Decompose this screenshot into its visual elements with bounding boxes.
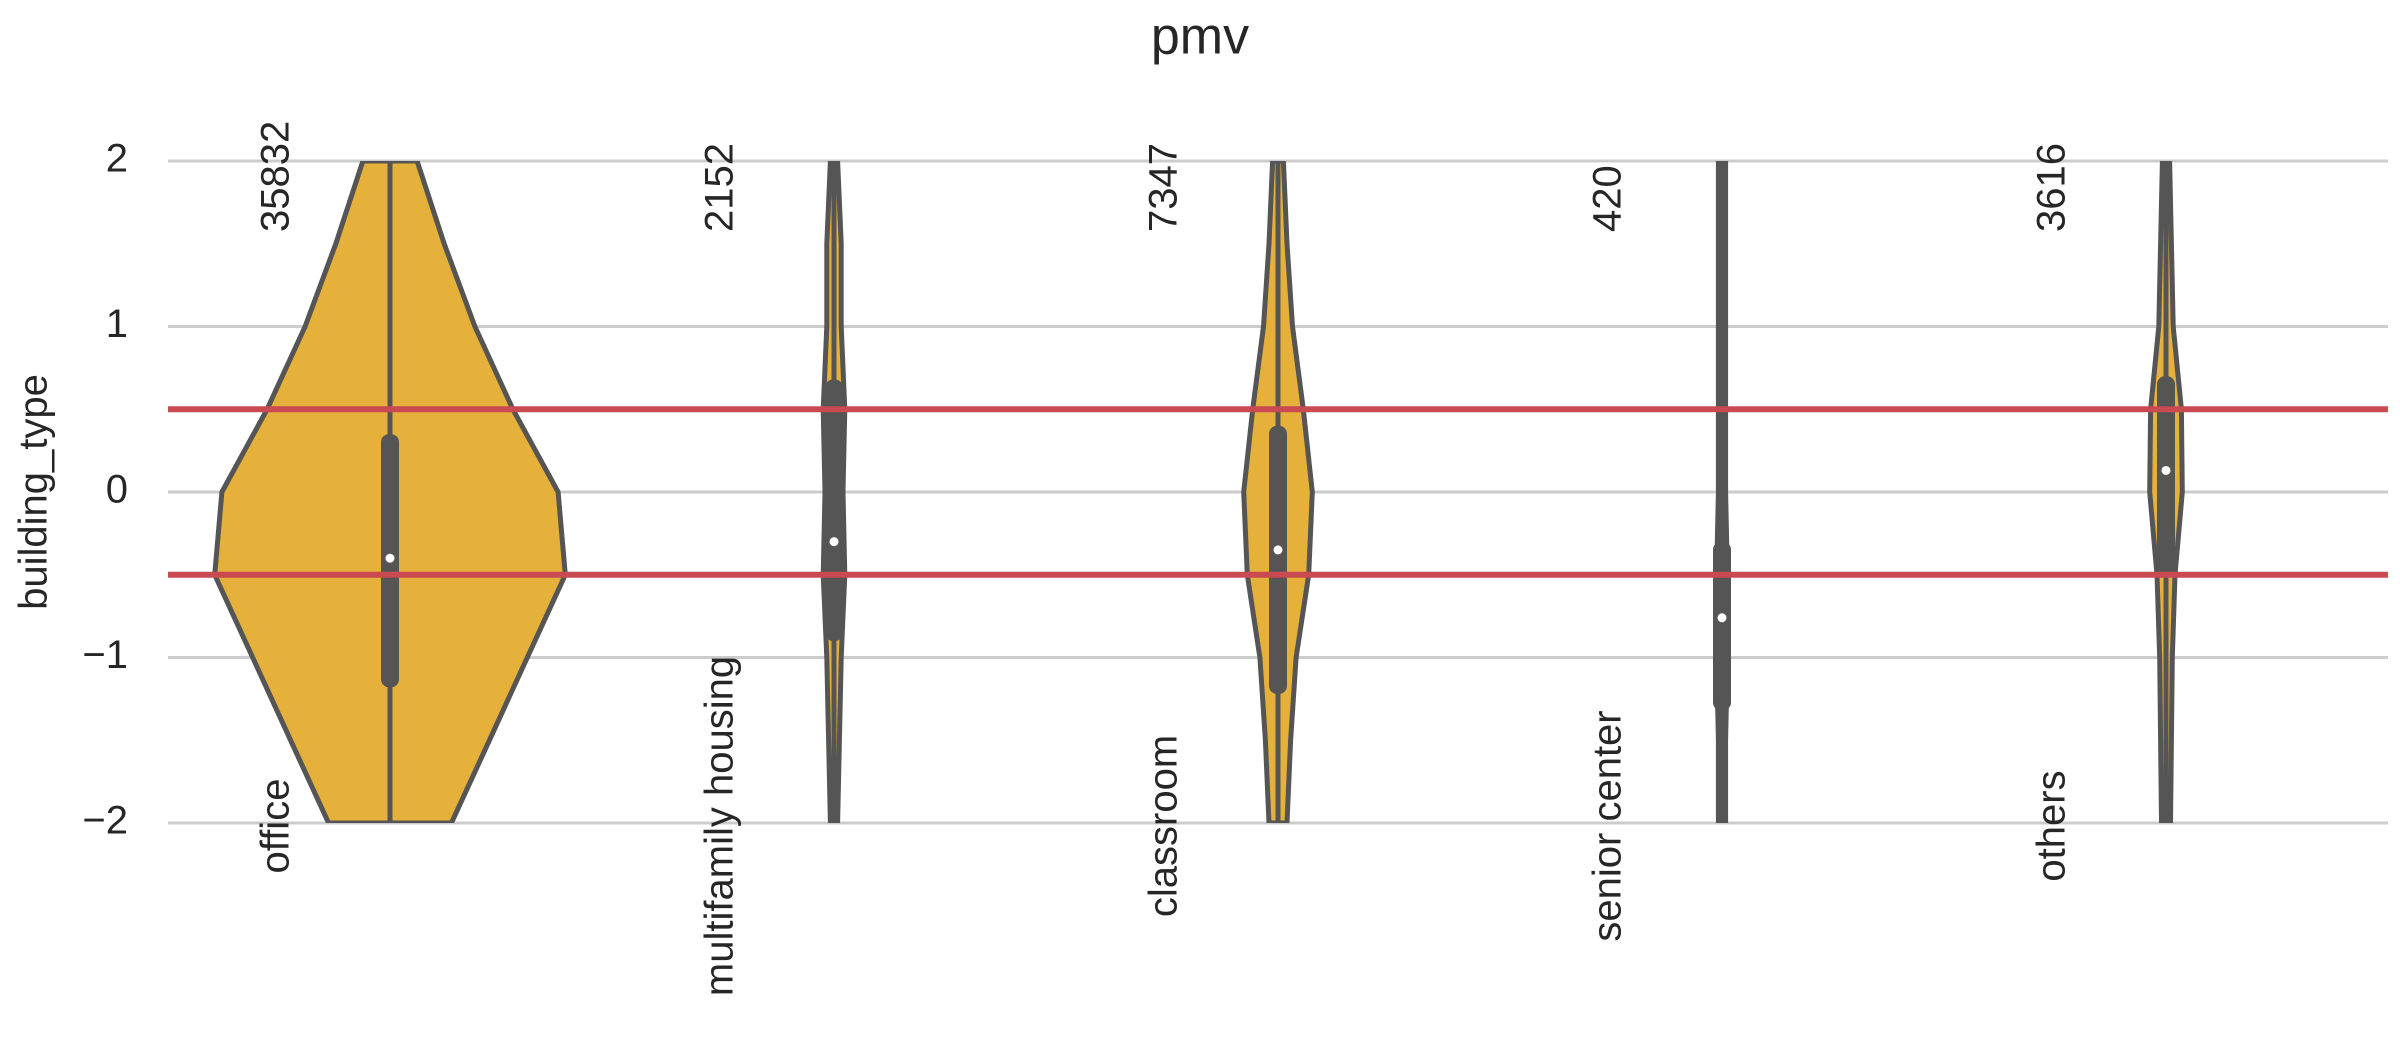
iqr-box bbox=[2157, 376, 2175, 575]
y-tick-label: −2 bbox=[82, 799, 128, 843]
median bbox=[2161, 465, 2171, 475]
y-tick-label: 1 bbox=[106, 302, 128, 346]
median bbox=[1273, 545, 1283, 555]
count-label: 3616 bbox=[2030, 143, 2074, 232]
median bbox=[385, 553, 395, 563]
iqr-box bbox=[1269, 425, 1287, 694]
x-tick-label: office bbox=[254, 779, 298, 874]
count-label: 420 bbox=[1586, 165, 1630, 232]
y-tick-label: 0 bbox=[106, 468, 128, 512]
x-tick-label: senior center bbox=[1586, 710, 1630, 941]
violins bbox=[212, 161, 2185, 823]
chart-title: pmv bbox=[1151, 8, 1249, 66]
median bbox=[1717, 613, 1727, 623]
count-label: 35832 bbox=[254, 121, 298, 232]
x-tick-label: others bbox=[2030, 770, 2074, 881]
iqr-box bbox=[825, 379, 843, 641]
y-tick-label: −1 bbox=[82, 633, 128, 677]
count-label: 2152 bbox=[698, 143, 742, 232]
y-axis-label: building_type bbox=[12, 374, 56, 610]
x-tick-label: multifamily housing bbox=[698, 656, 742, 996]
x-tick-label: classroom bbox=[1142, 735, 1186, 917]
count-label: 7347 bbox=[1142, 143, 1186, 232]
median bbox=[829, 537, 839, 547]
iqr-box bbox=[1713, 541, 1731, 711]
y-tick-label: 2 bbox=[106, 137, 128, 181]
overlay: office 35832 multifamily housing 2152 classr… bbox=[168, 121, 2388, 996]
